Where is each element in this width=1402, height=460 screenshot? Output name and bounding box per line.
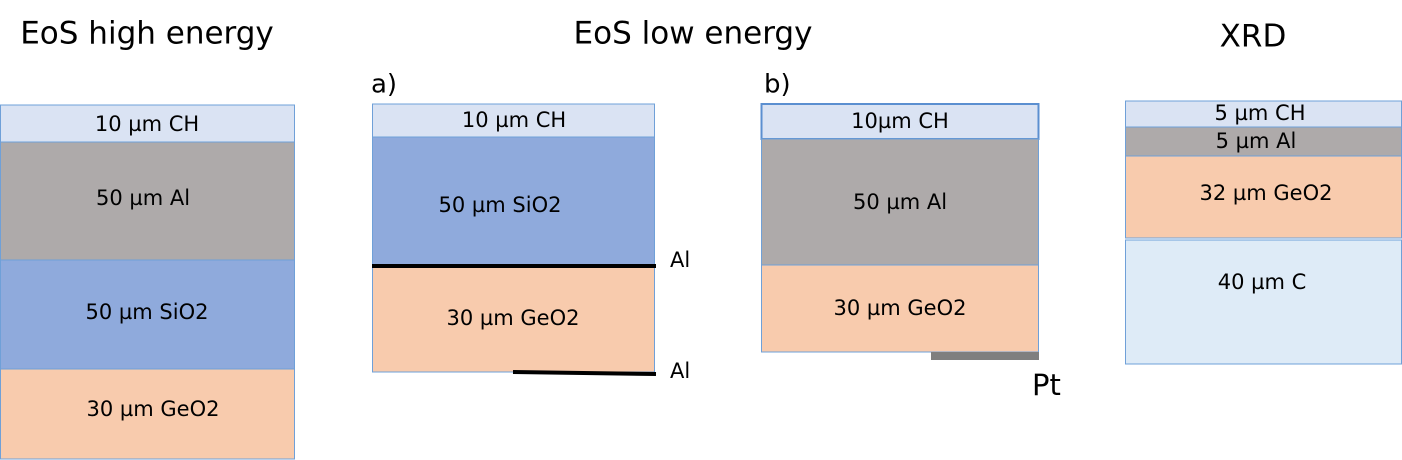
layer — [0, 141, 295, 261]
layer-stack: b) 10µm CH 50 µm Al 30 µm GeO2 Pt — [760, 70, 1061, 402]
layer-label: 50 µm SiO2 — [86, 300, 209, 324]
annotation: Al — [670, 359, 690, 383]
layer — [761, 138, 1039, 266]
layer — [0, 368, 295, 460]
layer-label: 40 µm C — [1218, 270, 1307, 294]
layer-label: 10µm CH — [851, 109, 949, 133]
layer — [372, 265, 655, 373]
pt-layer — [931, 352, 1039, 360]
annotation: Al — [670, 248, 690, 272]
al-line — [512, 370, 657, 376]
layer — [760, 103, 1040, 140]
layer — [0, 104, 295, 143]
layer — [1125, 100, 1402, 128]
layer-label: 10 µm CH — [462, 108, 566, 132]
layer-label: 50 µm SiO2 — [439, 193, 562, 217]
layer-label: 10 µm CH — [95, 112, 199, 136]
section-title: EoS low energy — [574, 16, 813, 52]
layer-stack: 10 µm CH 50 µm Al 50 µm SiO2 30 µm GeO2 — [0, 104, 295, 460]
layer-label: 5 µm Al — [1216, 129, 1297, 153]
section-title: EoS high energy — [20, 16, 274, 52]
section-title: XRD — [1220, 19, 1287, 55]
layer-label: 50 µm Al — [96, 186, 190, 210]
layer-label: 30 µm GeO2 — [87, 397, 220, 421]
panel-label: b) — [764, 70, 791, 100]
layer — [0, 259, 295, 370]
layer-stack: 5 µm CH 5 µm Al 32 µm GeO2 40 µm C — [1125, 100, 1402, 365]
layer — [372, 136, 655, 267]
layer — [1125, 155, 1402, 239]
layer-label: 5 µm CH — [1215, 101, 1306, 125]
layer — [1125, 239, 1402, 365]
panel-label: a) — [371, 70, 397, 100]
layer-label: 30 µm GeO2 — [834, 296, 967, 320]
annotation: Pt — [1032, 368, 1061, 402]
layer-stack: a) 10 µm CH 50 µm SiO2 30 µm GeO2 Al Al — [371, 70, 690, 384]
layer-label: 32 µm GeO2 — [1200, 181, 1333, 205]
layer-label: 50 µm Al — [853, 190, 947, 214]
layer-label: 30 µm GeO2 — [447, 306, 580, 330]
layer — [761, 264, 1039, 353]
